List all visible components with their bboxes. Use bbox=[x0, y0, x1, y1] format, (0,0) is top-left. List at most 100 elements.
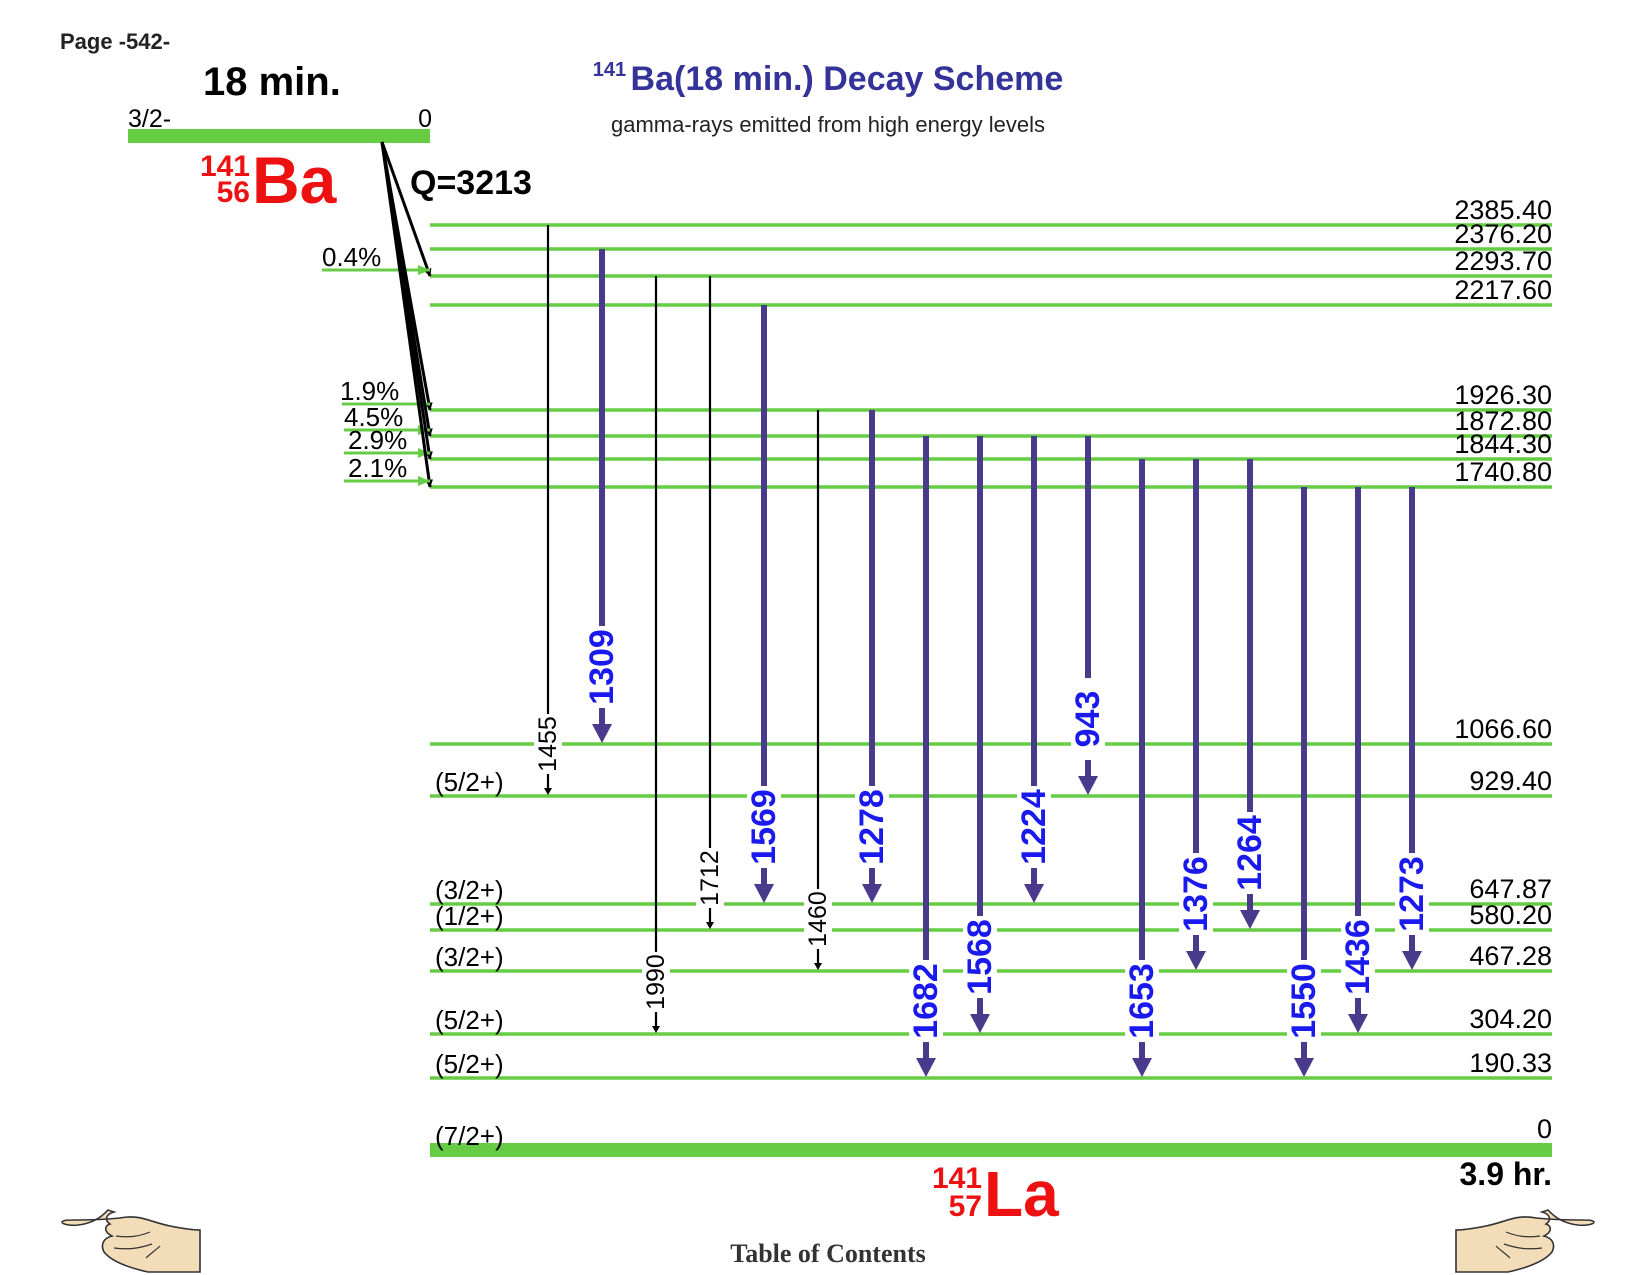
gamma-label-bg bbox=[1179, 855, 1213, 933]
gamma-arrowhead bbox=[970, 1014, 990, 1033]
level-energy-label: 1066.60 bbox=[1454, 714, 1552, 744]
gamma-energy-label: 1653 bbox=[1123, 963, 1161, 1039]
beta-feed-percent: 1.9% bbox=[340, 376, 399, 406]
level-2376-20: 2376.20 bbox=[430, 219, 1552, 251]
gamma-label-bg bbox=[585, 628, 619, 706]
level-1844-30: 1844.30 bbox=[430, 429, 1552, 461]
level-energy-label: 0 bbox=[1537, 1114, 1552, 1144]
level-line bbox=[430, 408, 1552, 412]
hand-pointing-left-icon[interactable] bbox=[61, 1209, 201, 1273]
parent-level-bar bbox=[128, 129, 430, 143]
gamma-1455: 1455 bbox=[534, 225, 562, 795]
gamma-label-bg bbox=[1341, 918, 1375, 996]
gamma-arrowhead bbox=[1402, 951, 1422, 970]
gamma-1278: 1278 bbox=[853, 410, 891, 903]
feed-marker-arrowhead bbox=[418, 265, 430, 275]
level-spin-label: (1/2+) bbox=[435, 901, 504, 931]
gamma-energy-label: 1568 bbox=[961, 919, 999, 995]
gamma-1224: 1224 bbox=[1015, 436, 1053, 903]
gamma-label-bg bbox=[1395, 855, 1429, 933]
level-line bbox=[430, 1032, 1552, 1036]
gamma-energy-label: 943 bbox=[1069, 691, 1107, 748]
gamma-label-bg bbox=[855, 788, 889, 866]
gamma-1273: 1273 bbox=[1393, 487, 1431, 970]
beta-arrow bbox=[380, 141, 432, 277]
level-energy-label: 2376.20 bbox=[1454, 219, 1552, 249]
gamma-arrowhead bbox=[652, 1026, 660, 1033]
beta-arrow bbox=[380, 141, 433, 488]
level-line bbox=[430, 247, 1552, 251]
gamma-energy-label: 1436 bbox=[1339, 919, 1377, 995]
daughter-half-life: 3.9 hr. bbox=[1460, 1156, 1553, 1192]
gamma-1712: 1712 bbox=[696, 276, 724, 929]
level-energy-label: 929.40 bbox=[1469, 766, 1552, 796]
gamma-label-bg bbox=[804, 891, 832, 947]
gamma-label-bg bbox=[1233, 814, 1267, 892]
gamma-arrowhead bbox=[1024, 884, 1044, 903]
gamma-label-bg bbox=[747, 788, 781, 866]
parent-mass-number: 141 bbox=[200, 150, 250, 183]
level-spin-label: (3/2+) bbox=[435, 942, 504, 972]
gamma-943: 943 bbox=[1069, 436, 1107, 795]
gamma-1436: 1436 bbox=[1339, 487, 1377, 1033]
level-energy-label: 1926.30 bbox=[1454, 380, 1552, 410]
level-1066-60: 1066.60 bbox=[430, 714, 1552, 746]
gamma-energy-label: 1460 bbox=[804, 891, 832, 947]
gamma-label-bg bbox=[1287, 962, 1321, 1040]
beta-feed: 0.4% bbox=[322, 141, 432, 277]
gamma-energy-label: 1278 bbox=[853, 789, 891, 865]
gamma-1682: 1682 bbox=[907, 436, 945, 1077]
daughter-atomic-number: 57 bbox=[949, 1190, 982, 1223]
level-line bbox=[430, 434, 1552, 438]
level-line bbox=[430, 794, 1552, 798]
level-spin-label: (3/2+) bbox=[435, 875, 504, 905]
gamma-1309: 1309 bbox=[583, 249, 621, 743]
level-energy-label: 304.20 bbox=[1469, 1004, 1552, 1034]
level-1740-80: 1740.80 bbox=[430, 457, 1552, 489]
gamma-arrowhead bbox=[1132, 1058, 1152, 1077]
gamma-energy-label: 1712 bbox=[696, 850, 724, 906]
gamma-label-bg bbox=[642, 954, 670, 1010]
gamma-arrowhead bbox=[706, 922, 714, 929]
gamma-1653: 1653 bbox=[1123, 459, 1161, 1077]
page-subtitle: gamma-rays emitted from high energy leve… bbox=[611, 112, 1045, 137]
gamma-1376: 1376 bbox=[1177, 459, 1215, 970]
gamma-arrowhead bbox=[1078, 776, 1098, 795]
level-spin-label: (7/2+) bbox=[435, 1121, 504, 1151]
level-line bbox=[430, 1143, 1552, 1157]
gamma-1990: 1990 bbox=[642, 276, 670, 1033]
level-line bbox=[430, 274, 1552, 278]
gamma-label-bg bbox=[909, 962, 943, 1040]
gamma-arrowhead bbox=[1294, 1058, 1314, 1077]
level-energy-label: 1872.80 bbox=[1454, 406, 1552, 436]
table-of-contents-link[interactable]: Table of Contents bbox=[730, 1239, 926, 1268]
gamma-energy-label: 1273 bbox=[1393, 856, 1431, 932]
q-value: Q=3213 bbox=[410, 164, 532, 202]
gamma-1568: 1568 bbox=[961, 436, 999, 1033]
gamma-label-bg bbox=[1071, 680, 1105, 758]
level-line bbox=[430, 485, 1552, 489]
level-line bbox=[430, 1076, 1552, 1080]
level-2385-40: 2385.40 bbox=[430, 195, 1552, 227]
gamma-arrowhead bbox=[862, 884, 882, 903]
hand-pointing-right-icon[interactable] bbox=[1455, 1209, 1595, 1273]
daughter-symbol: La bbox=[984, 1158, 1059, 1230]
level-1872-80: 1872.80 bbox=[430, 406, 1552, 438]
gamma-energy-label: 1376 bbox=[1177, 856, 1215, 932]
parent-half-life: 18 min. bbox=[203, 60, 341, 104]
level-energy-label: 2385.40 bbox=[1454, 195, 1552, 225]
level-energy-label: 2293.70 bbox=[1454, 246, 1552, 276]
level-line bbox=[430, 742, 1552, 746]
gamma-energy-label: 1682 bbox=[907, 963, 945, 1039]
level-647-87: 647.87 (3/2+) bbox=[430, 874, 1552, 906]
gamma-arrowhead bbox=[754, 884, 774, 903]
beta-feed-percent: 0.4% bbox=[322, 242, 381, 272]
gamma-arrowhead bbox=[1186, 951, 1206, 970]
level-190-33: 190.33 (5/2+) bbox=[430, 1048, 1552, 1080]
gamma-energy-label: 1990 bbox=[642, 954, 670, 1010]
beta-feed-percent: 4.5% bbox=[344, 402, 403, 432]
gamma-1550: 1550 bbox=[1285, 487, 1323, 1077]
gamma-label-bg bbox=[534, 716, 562, 772]
parent-symbol: Ba bbox=[252, 143, 338, 217]
